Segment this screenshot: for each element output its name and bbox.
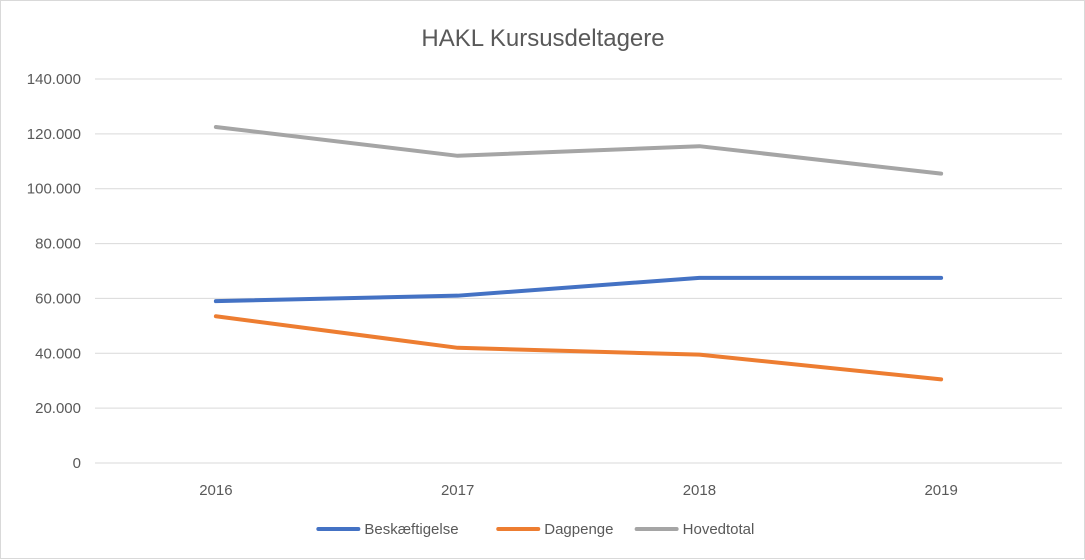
y-tick-label: 120.000 — [27, 126, 81, 143]
legend-label: Beskæftigelse — [364, 521, 458, 538]
y-tick-label: 40.000 — [35, 345, 81, 362]
y-tick-label: 140.000 — [27, 71, 81, 88]
series-line-beskæftigelse — [213, 275, 944, 304]
x-tick-label: 2016 — [199, 482, 232, 499]
y-tick-label: 80.000 — [35, 236, 81, 253]
x-axis-labels: 2016 2017 2018 2019 — [199, 482, 958, 499]
series-lines — [213, 125, 944, 382]
chart-title: HAKL Kursusdeltagere — [421, 25, 664, 52]
gridlines — [95, 78, 1062, 464]
legend-label: Hovedtotal — [683, 521, 755, 538]
x-tick-label: 2019 — [924, 482, 957, 499]
y-axis-labels: 0 20.000 40.000 60.000 80.000 100.000 120.000 1… — [27, 71, 81, 472]
series-line-dagpenge — [213, 314, 944, 382]
x-tick-label: 2017 — [441, 482, 474, 499]
y-tick-label: 100.000 — [27, 181, 81, 198]
legend-label: Dagpenge — [544, 521, 613, 538]
x-tick-label: 2018 — [683, 482, 716, 499]
y-tick-label: 60.000 — [35, 290, 81, 307]
y-tick-label: 0 — [73, 455, 81, 472]
legend: Beskæftigelse Dagpenge Hovedtotal — [316, 521, 755, 538]
y-tick-label: 20.000 — [35, 400, 81, 417]
series-line-hovedtotal — [213, 125, 944, 176]
